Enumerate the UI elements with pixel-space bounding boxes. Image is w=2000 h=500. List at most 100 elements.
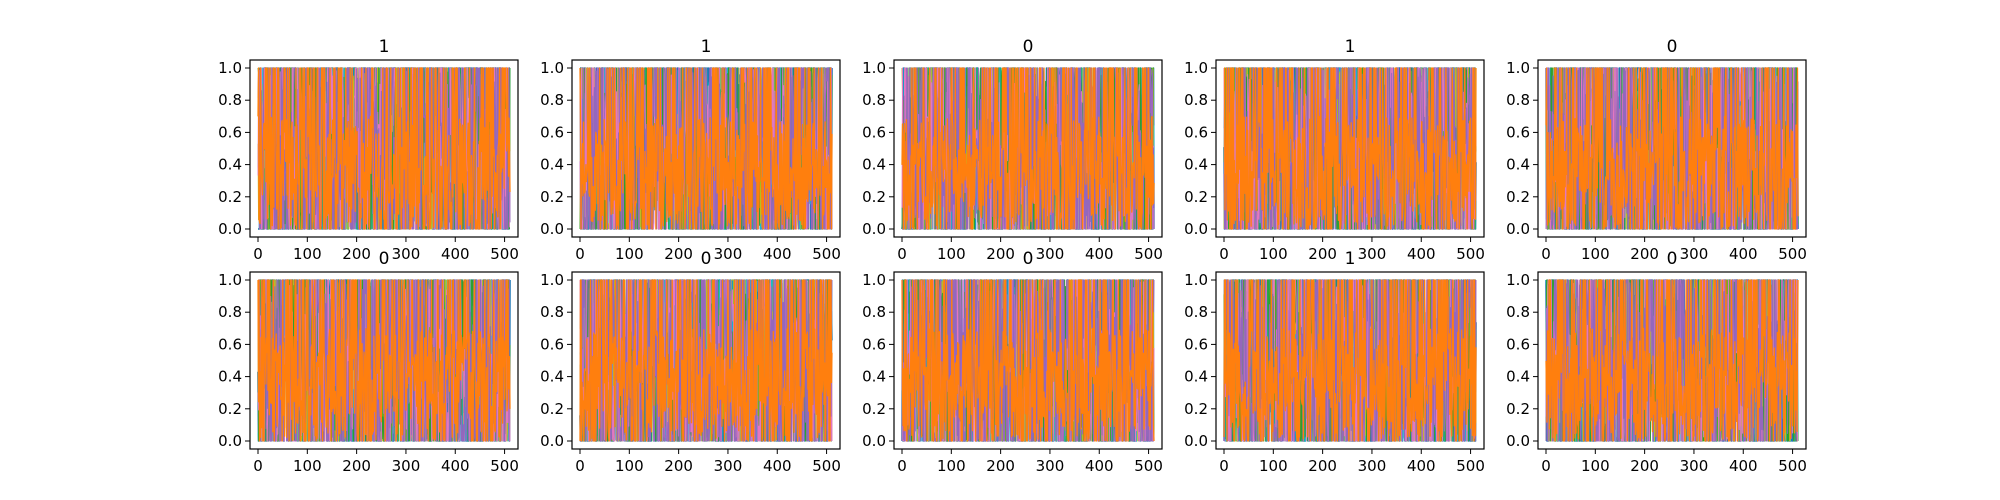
subplot-title: 0	[1667, 249, 1678, 269]
plot-area	[901, 67, 1155, 230]
x-tick-label: 400	[1407, 245, 1436, 263]
x-tick-label: 200	[664, 457, 693, 475]
plot-area	[1223, 67, 1477, 230]
axes-frame	[571, 59, 841, 238]
x-tick-label: 100	[937, 245, 966, 263]
x-tick-label: 100	[937, 457, 966, 475]
y-tick-label: 0.0	[1506, 432, 1530, 450]
x-tick-label: 0	[897, 457, 907, 475]
subplot-10: 0.0 0.2 0.4 0.6 0.8 1.0 0 100 200 300 400 500 0	[1506, 249, 1807, 475]
y-tick-label: 0.6	[1506, 335, 1530, 353]
y-tick-label: 1.0	[1506, 271, 1530, 289]
subplot-4: 0.0 0.2 0.4 0.6 0.8 1.0 0 100 200 300 400 500 1	[1184, 37, 1485, 263]
x-tick-label: 200	[1308, 457, 1337, 475]
axes-frame	[249, 271, 519, 450]
y-tick-label: 0.8	[1506, 91, 1530, 109]
x-tick-label: 300	[1358, 245, 1387, 263]
y-tick-label: 1.0	[1184, 271, 1208, 289]
y-tick-label: 0.2	[1184, 400, 1208, 418]
subplot-title: 0	[1023, 37, 1034, 57]
y-tick-label: 0.8	[862, 91, 886, 109]
y-tick-label: 0.4	[1184, 368, 1208, 386]
series-line-7	[901, 67, 1155, 230]
y-tick-label: 0.6	[1506, 123, 1530, 141]
series-line-7	[1223, 67, 1477, 230]
series-line-7	[579, 67, 833, 230]
x-tick-label: 500	[1778, 245, 1807, 263]
x-tick-label: 500	[1456, 457, 1485, 475]
plot-area	[901, 279, 1155, 442]
series-line-7	[579, 279, 833, 442]
y-tick-label: 0.6	[540, 123, 564, 141]
subplot-title: 1	[701, 37, 712, 57]
y-tick-label: 1.0	[218, 271, 242, 289]
x-tick-label: 200	[664, 245, 693, 263]
y-tick-label: 0.6	[1184, 123, 1208, 141]
x-tick-label: 300	[1680, 245, 1709, 263]
series-line-7	[1223, 279, 1477, 442]
y-tick-label: 0.0	[862, 220, 886, 238]
x-tick-label: 500	[490, 457, 519, 475]
x-tick-label: 300	[1358, 457, 1387, 475]
x-tick-label: 0	[575, 245, 585, 263]
x-tick-label: 200	[342, 245, 371, 263]
subplot-1: 0.0 0.2 0.4 0.6 0.8 1.0 0 100 200 300 400 500 1	[218, 37, 519, 263]
x-tick-label: 200	[986, 457, 1015, 475]
x-tick-label: 500	[812, 457, 841, 475]
series-line-7	[257, 67, 511, 230]
plot-area	[257, 67, 511, 230]
y-tick-label: 0.8	[862, 303, 886, 321]
x-tick-label: 400	[1085, 245, 1114, 263]
x-tick-label: 400	[1407, 457, 1436, 475]
y-tick-label: 0.2	[1506, 188, 1530, 206]
axes-frame	[893, 59, 1163, 238]
y-tick-label: 0.6	[862, 335, 886, 353]
x-tick-label: 300	[1680, 457, 1709, 475]
series-line-7	[1545, 67, 1799, 230]
x-tick-label: 400	[441, 457, 470, 475]
subplot-title: 1	[1345, 249, 1356, 269]
subplot-6: 0.0 0.2 0.4 0.6 0.8 1.0 0 100 200 300 400 500 0	[218, 249, 519, 475]
x-tick-label: 0	[575, 457, 585, 475]
x-tick-label: 100	[615, 457, 644, 475]
x-tick-label: 0	[1541, 457, 1551, 475]
y-tick-label: 1.0	[540, 271, 564, 289]
y-tick-label: 0.2	[540, 188, 564, 206]
x-tick-label: 0	[1219, 457, 1229, 475]
subplot-title: 0	[1667, 37, 1678, 57]
plot-area	[579, 67, 833, 230]
subplot-8: 0.0 0.2 0.4 0.6 0.8 1.0 0 100 200 300 400 500 0	[862, 249, 1163, 475]
y-tick-label: 0.2	[862, 188, 886, 206]
y-tick-label: 1.0	[1506, 59, 1530, 77]
y-tick-label: 0.2	[1506, 400, 1530, 418]
y-tick-label: 0.6	[218, 335, 242, 353]
y-tick-label: 0.0	[218, 432, 242, 450]
plot-area	[1545, 279, 1799, 442]
y-tick-label: 0.8	[1184, 91, 1208, 109]
y-tick-label: 1.0	[218, 59, 242, 77]
x-tick-label: 100	[1581, 457, 1610, 475]
subplot-9: 0.0 0.2 0.4 0.6 0.8 1.0 0 100 200 300 400 500 1	[1184, 249, 1485, 475]
y-tick-label: 0.8	[540, 91, 564, 109]
y-tick-label: 0.4	[218, 156, 242, 174]
y-tick-label: 0.2	[540, 400, 564, 418]
y-tick-label: 0.0	[1184, 432, 1208, 450]
series-line-7	[1545, 279, 1799, 442]
series-line-7	[901, 279, 1155, 442]
series-line-7	[257, 279, 511, 442]
axes-frame	[1215, 59, 1485, 238]
subplot-title: 1	[1345, 37, 1356, 57]
x-tick-label: 300	[714, 245, 743, 263]
y-tick-label: 0.0	[218, 220, 242, 238]
y-tick-label: 0.6	[1184, 335, 1208, 353]
y-tick-label: 0.4	[540, 156, 564, 174]
x-tick-label: 500	[1134, 457, 1163, 475]
y-tick-label: 0.2	[1184, 188, 1208, 206]
axes-frame	[893, 271, 1163, 450]
x-tick-label: 0	[253, 245, 263, 263]
x-tick-label: 200	[986, 245, 1015, 263]
y-tick-label: 0.2	[218, 188, 242, 206]
y-tick-label: 0.8	[1506, 303, 1530, 321]
subplot-title: 0	[379, 249, 390, 269]
